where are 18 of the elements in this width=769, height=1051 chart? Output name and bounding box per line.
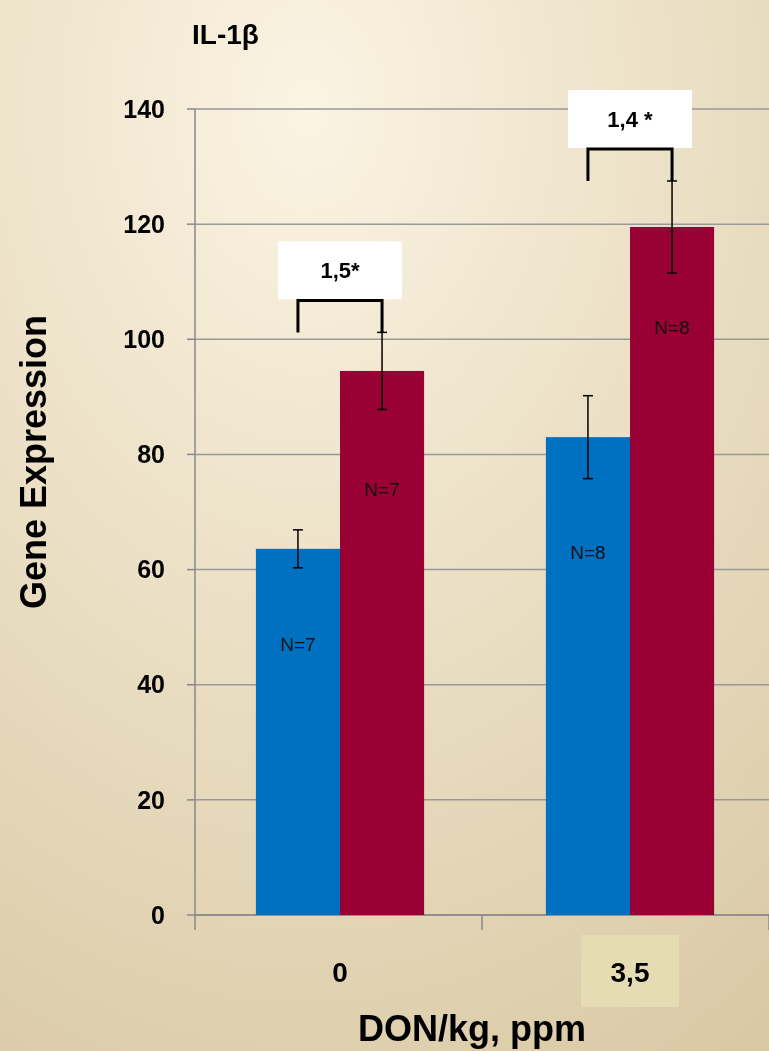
y-tick-label: 0 xyxy=(151,900,165,929)
y-tick-label: 100 xyxy=(123,325,165,354)
y-tick-label: 140 xyxy=(123,94,165,123)
y-tick-label: 60 xyxy=(137,555,165,584)
annotation: N=7 xyxy=(280,634,316,656)
y-tick-label: 80 xyxy=(137,440,165,469)
annotation: N=8 xyxy=(570,541,606,563)
y-tick-label: 40 xyxy=(137,670,165,699)
y-tick-label: 20 xyxy=(137,785,165,814)
annotation: 1,4 * xyxy=(607,106,654,132)
x-axis-title: DON/kg, ppm xyxy=(357,1007,587,1049)
chart-title: IL-1β xyxy=(192,18,259,50)
annotation: 1,5* xyxy=(320,258,360,284)
y-axis-title: Gene Expression xyxy=(12,314,54,610)
y-tick-label: 120 xyxy=(123,209,165,238)
annotation: N=7 xyxy=(364,478,400,500)
x-tick-label: 3,5 xyxy=(610,956,650,988)
annotation: N=8 xyxy=(654,317,690,339)
